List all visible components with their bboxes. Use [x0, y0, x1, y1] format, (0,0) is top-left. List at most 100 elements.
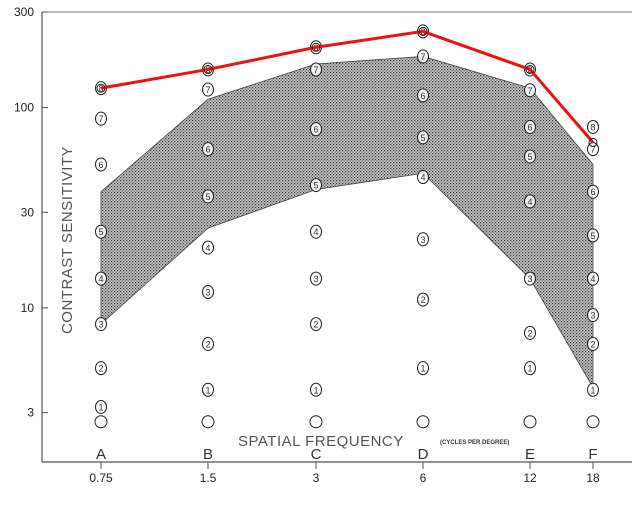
sensitivity-band	[100, 56, 594, 390]
row-marker-circle	[417, 130, 429, 145]
row-marker-circle	[524, 119, 536, 134]
row-marker-circle	[310, 62, 322, 77]
series-point	[311, 42, 321, 52]
row-marker-label: 2	[420, 295, 425, 305]
row-marker-circle	[416, 415, 430, 429]
row-marker-label: 2	[527, 328, 532, 338]
series-point	[96, 83, 106, 93]
row-marker-label: 6	[527, 122, 532, 132]
row-marker-label: 2	[205, 340, 210, 350]
y-tick-label: 10	[21, 301, 35, 315]
row-marker-circle	[417, 361, 429, 376]
series-line	[100, 29, 595, 144]
row-marker-circle	[95, 399, 107, 414]
row-marker-label: 1	[98, 402, 103, 412]
row-marker-label: 4	[313, 227, 318, 237]
row-marker-circle	[523, 415, 537, 429]
column-letter-label: A	[96, 446, 106, 463]
row-marker-label: 2	[98, 364, 103, 374]
row-marker-label: 5	[420, 133, 425, 143]
row-marker-label: 7	[590, 145, 595, 155]
row-marker-label: 4	[590, 274, 595, 284]
row-marker-label: 7	[527, 86, 532, 96]
row-marker-circle	[310, 317, 322, 332]
row-marker-circle	[417, 292, 429, 307]
row-marker-circle	[95, 317, 107, 332]
row-marker-circle	[587, 308, 599, 323]
row-marker-label: 7	[98, 114, 103, 124]
y-tick-label: 30	[21, 205, 35, 219]
row-marker-circle	[417, 49, 429, 64]
row-marker-circle	[524, 194, 536, 209]
row-marker-circle	[202, 337, 214, 352]
row-marker-label: 7	[205, 85, 210, 95]
row-marker-circle	[524, 83, 536, 98]
row-marker-circle	[202, 382, 214, 397]
row-marker-circle	[587, 119, 599, 134]
x-tick-label: 18	[586, 471, 600, 485]
row-marker-label: 6	[313, 125, 318, 135]
x-tick-label: 6	[420, 471, 427, 485]
row-marker-circle	[587, 228, 599, 243]
row-marker-circle	[202, 285, 214, 300]
series-point	[525, 64, 535, 74]
row-marker-label: 3	[98, 320, 103, 330]
column-letter-label: D	[418, 446, 429, 463]
row-marker-circle	[202, 142, 214, 157]
y-tick-label: 100	[14, 101, 34, 115]
row-marker-circle	[310, 382, 322, 397]
row-marker-circle	[587, 382, 599, 397]
row-marker-label: 2	[590, 340, 595, 350]
row-marker-circle	[586, 415, 600, 429]
column-letter-label: E	[525, 446, 535, 463]
series-point	[203, 64, 213, 74]
series-point	[418, 26, 428, 36]
y-tick-label: 300	[14, 5, 34, 19]
row-marker-label: 1	[313, 385, 318, 395]
row-marker-label: 2	[313, 320, 318, 330]
series-point	[588, 137, 598, 147]
row-marker-label: 3	[590, 311, 595, 321]
row-marker-label: 1	[205, 385, 210, 395]
row-marker-label: 3	[527, 274, 532, 284]
row-marker-label: 6	[590, 187, 595, 197]
row-marker-label: 5	[527, 152, 532, 162]
row-marker-circle	[310, 122, 322, 137]
row-marker-circle	[310, 178, 322, 193]
row-marker-circle	[202, 240, 214, 255]
row-marker-label: 1	[420, 364, 425, 374]
row-marker-circle	[587, 271, 599, 286]
row-marker-label: 4	[205, 243, 210, 253]
row-marker-label: 3	[313, 274, 318, 284]
x-tick-label: 12	[523, 471, 537, 485]
x-tick-label: 1.5	[200, 471, 217, 485]
row-marker-label: 5	[590, 231, 595, 241]
column-letter-label: C	[311, 446, 322, 463]
row-marker-circle	[310, 271, 322, 286]
row-marker-label: 3	[420, 235, 425, 245]
row-marker-circle	[95, 224, 107, 239]
row-marker-circle	[524, 271, 536, 286]
x-tick-label: 3	[313, 471, 320, 485]
row-marker-label: 4	[420, 173, 425, 183]
row-marker-circle	[201, 415, 215, 429]
row-marker-label: 5	[98, 227, 103, 237]
x-tick-label: 0.75	[89, 471, 113, 485]
row-marker-label: 8	[590, 122, 595, 132]
row-marker-label: 7	[313, 65, 318, 75]
row-marker-circle	[417, 170, 429, 185]
row-marker-circle	[94, 415, 108, 429]
column-letter-label: F	[588, 446, 597, 463]
x-axis-title: SPATIAL FREQUENCY	[238, 433, 404, 450]
row-marker-circle	[524, 361, 536, 376]
row-marker-label: 6	[205, 145, 210, 155]
row-marker-circle	[95, 271, 107, 286]
row-marker-circle	[202, 82, 214, 97]
row-marker-circle	[417, 232, 429, 247]
y-axis-title: CONTRAST SENSITIVITY	[59, 146, 76, 334]
row-marker-circle	[95, 157, 107, 172]
row-marker-label: 1	[590, 385, 595, 395]
row-marker-label: 4	[527, 197, 532, 207]
row-marker-circle	[95, 361, 107, 376]
row-marker-label: 5	[313, 181, 318, 191]
